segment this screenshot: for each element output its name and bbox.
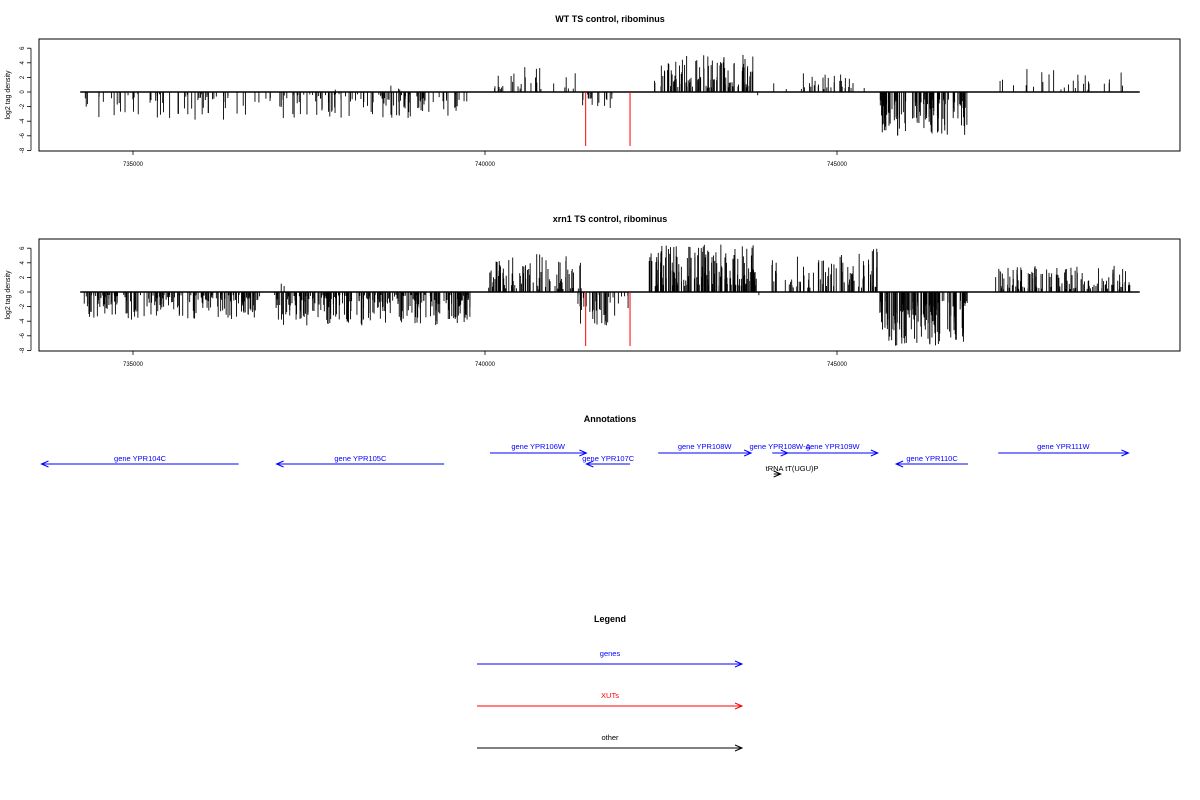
plot-frame [38,38,1181,152]
y-tick-label: 4 [20,260,26,264]
y-tick-label: -8 [20,347,26,353]
arrow-head [870,449,880,457]
y-tick-label: 6 [20,246,26,250]
x-tick-label: 735000 [123,162,144,168]
annotation-features: gene YPR104C gene YPR105C gene YPR106W gene… [40,442,1130,478]
annotation-arrow [894,460,968,468]
panel-xrn1: xrn1 TS control, ribominus log2 tag dens… [5,214,1181,368]
annotation-feature: gene YPR106W [489,442,588,457]
arrow-head [773,470,782,478]
x-tick-label: 735000 [123,362,144,368]
arrow-head [579,449,588,457]
annotation-label: gene YPR105C [334,454,387,463]
annotation-arrow [658,449,753,457]
annotation-feature: gene YPR108W-A [749,442,810,457]
annotations-track: Annotations gene YPR104C gene YPR105Cgene… [40,414,1130,478]
arrow-head [1121,449,1130,457]
y-tick-label: 0 [20,290,26,294]
x-axis: 735000 740000 745000 [123,151,848,168]
annotation-label: tRNA tT(UGU)P [766,464,819,473]
annotation-arrow [773,470,782,478]
annotation-feature: gene YPR108W [658,442,753,457]
annotation-feature: gene YPR104C [40,454,239,468]
arrow-head [894,460,904,468]
annotation-label: gene YPR104C [114,454,167,463]
panel-wt: WT TS control, ribominus log2 tag densit… [5,14,1181,168]
arrow-head [275,460,284,468]
panel-title: xrn1 TS control, ribominus [553,214,668,224]
legend-arrow [477,702,744,710]
y-tick-label: -4 [20,318,26,324]
legend: Legend genes XUTs other [477,614,744,752]
y-axis: 6 4 2 0 -2 -4 -6 -8 [20,46,32,153]
y-tick-label: 0 [20,90,26,94]
legend-label: genes [600,649,621,658]
annotation-arrow [40,460,239,468]
annotation-label: gene YPR107C [582,454,635,463]
y-tick-label: -8 [20,147,26,153]
annotation-arrow [275,460,445,468]
y-axis-label: log2 tag density [5,270,12,320]
y-tick-label: -2 [20,303,26,309]
y-tick-label: -6 [20,332,26,338]
y-tick-label: -4 [20,118,26,124]
legend-item: other [477,733,744,752]
y-tick-label: 2 [20,275,26,279]
arrow-head [734,744,744,752]
annotation-feature: gene YPR109W [787,442,880,457]
annotation-label: gene YPR108W-A [749,442,810,451]
annotation-arrow [998,449,1130,457]
y-tick-label: 6 [20,46,26,50]
x-axis: 735000 740000 745000 [123,351,848,368]
annotation-feature: gene YPR105C [275,454,445,468]
annotation-arrow [787,449,880,457]
x-tick-label: 745000 [827,362,848,368]
arrow-head [585,460,594,468]
annotation-feature: gene YPR110C [894,454,968,468]
plot-frame [38,238,1181,352]
y-axis: 6 4 2 0 -2 -4 -6 -8 [20,246,32,353]
arrow-head [40,460,49,468]
bar-series [80,54,1140,147]
legend-items: genes XUTs other [477,649,744,752]
arrow-head [734,660,744,668]
annotation-label: gene YPR110C [906,454,958,463]
y-tick-label: 4 [20,60,26,64]
annotation-label: gene YPR111W [1037,442,1090,451]
y-tick-label: 2 [20,75,26,79]
y-tick-label: -2 [20,103,26,109]
annotation-label: gene YPR106W [511,442,566,451]
legend-arrow [477,660,744,668]
annotation-arrow [585,460,631,468]
x-tick-label: 740000 [475,162,496,168]
annotation-label: gene YPR109W [806,442,861,451]
y-axis-label: log2 tag density [5,70,12,120]
annotation-label: gene YPR108W [678,442,733,451]
annotation-feature: gene YPR111W [998,442,1130,457]
annotation-arrow [489,449,588,457]
bar-series [80,244,1140,347]
arrow-head [743,449,753,457]
x-tick-label: 745000 [827,162,848,168]
y-tick-label: -6 [20,132,26,138]
legend-arrow [477,744,744,752]
legend-item: genes [477,649,744,668]
legend-item: XUTs [477,691,744,710]
panel-title: WT TS control, ribominus [555,14,665,24]
legend-title: Legend [594,614,626,624]
x-tick-label: 740000 [475,362,496,368]
legend-label: XUTs [601,691,619,700]
annotations-title: Annotations [584,414,637,424]
arrow-head [734,702,744,710]
annotation-feature: gene YPR107C [582,454,635,468]
annotation-feature: tRNA tT(UGU)P [766,464,819,478]
legend-label: other [601,733,619,742]
